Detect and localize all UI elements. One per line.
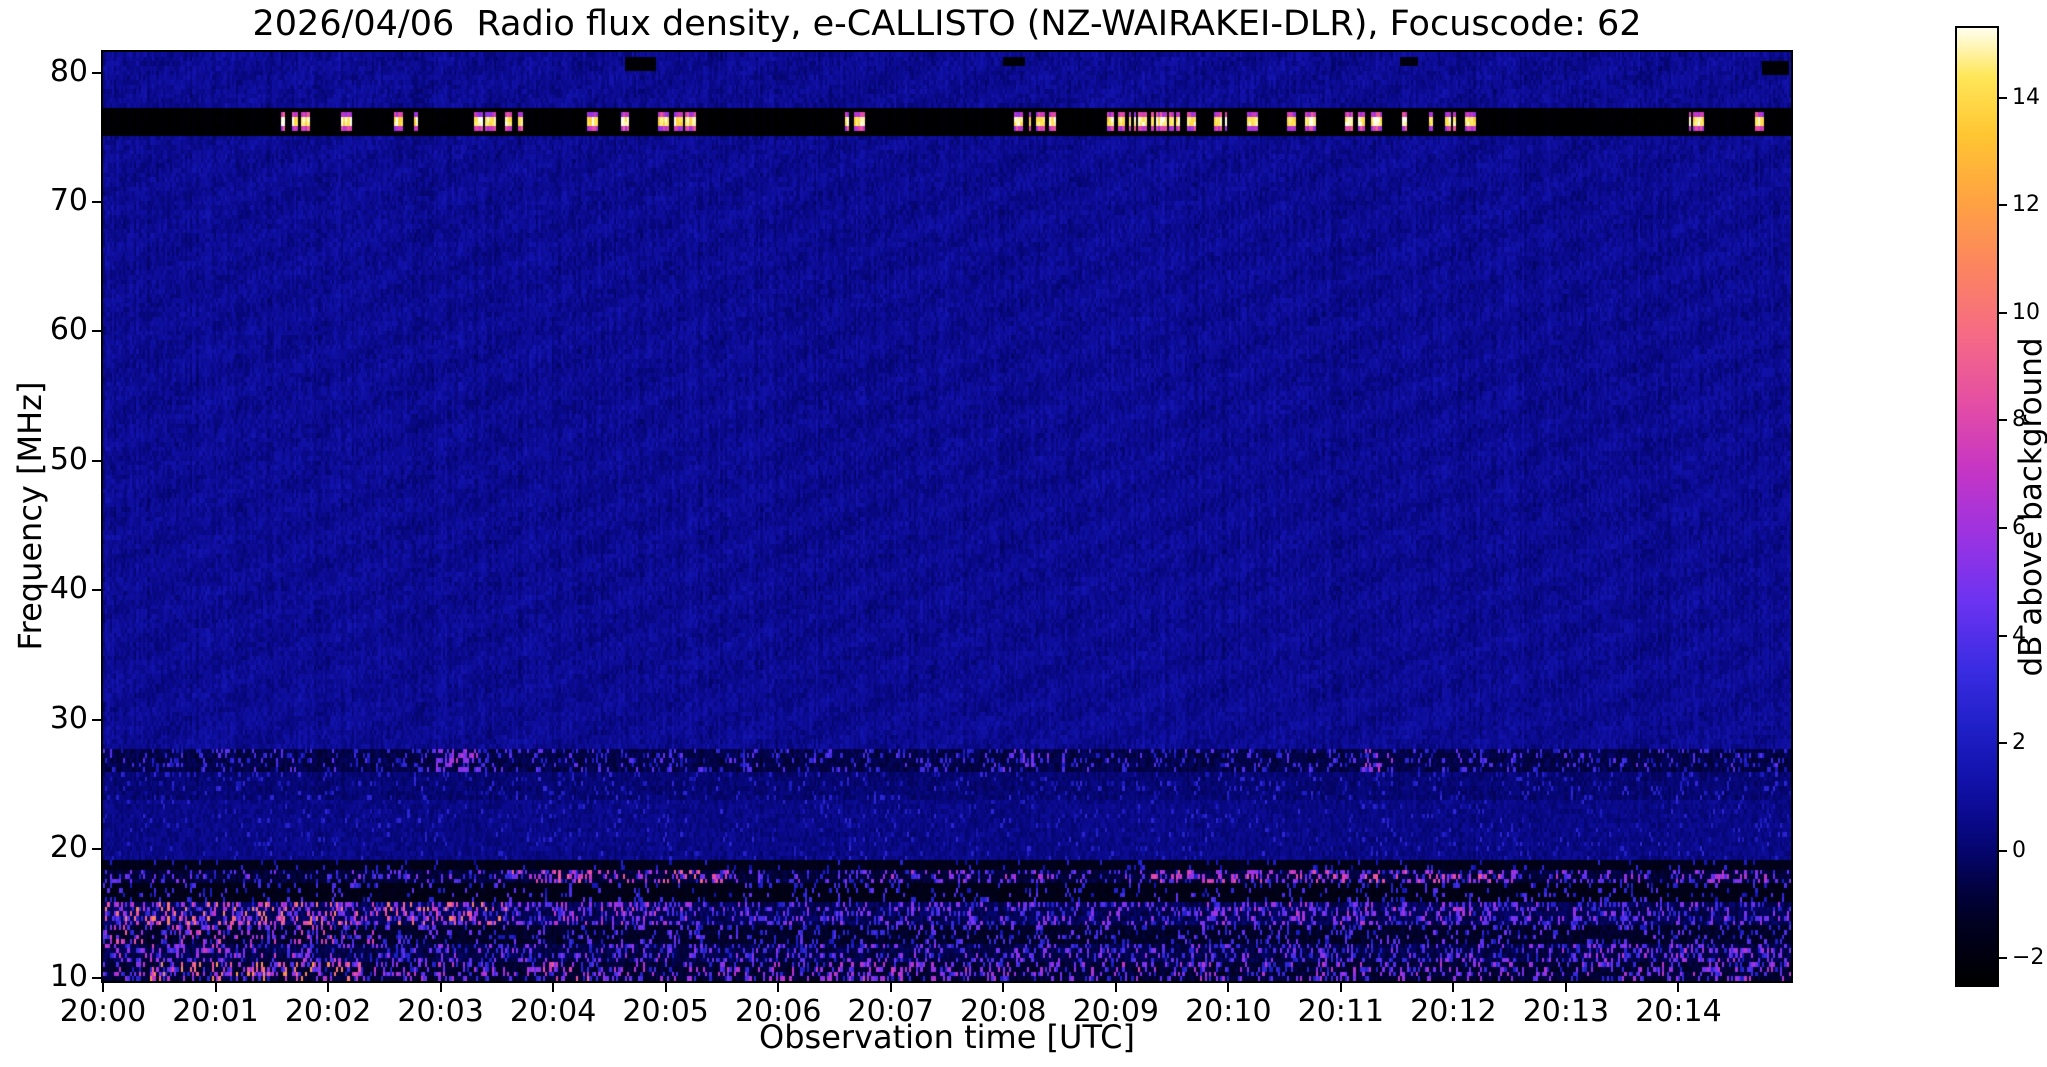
colorbar-tick-label: 4	[2012, 622, 2026, 648]
x-tick-mark	[1227, 983, 1230, 992]
x-tick-label: 20:01	[172, 994, 259, 1029]
y-tick-label: 30	[49, 700, 88, 736]
colorbar-tick-mark	[1999, 634, 2007, 637]
colorbar-tick-mark	[1999, 849, 2007, 852]
x-tick-label: 20:00	[59, 994, 147, 1029]
colorbar-tick-mark	[1999, 742, 2007, 745]
colorbar-tick-label: 8	[2012, 407, 2026, 433]
colorbar	[1955, 26, 1999, 987]
x-tick-label: 20:07	[847, 994, 934, 1029]
colorbar-tick-label: −2	[2012, 945, 2045, 971]
x-tick-label: 20:03	[397, 994, 484, 1029]
y-tick-mark	[92, 718, 101, 721]
y-tick-mark	[92, 71, 101, 74]
y-tick-mark	[92, 201, 101, 204]
colorbar-tick-label: 2	[2012, 730, 2026, 756]
x-tick-label: 20:09	[1072, 994, 1160, 1029]
colorbar-tick-label: 14	[2012, 84, 2040, 110]
x-tick-label: 20:13	[1522, 994, 1610, 1029]
y-tick-mark	[92, 589, 101, 592]
y-tick-mark	[92, 977, 101, 980]
colorbar-tick-label: 10	[2012, 299, 2040, 325]
x-tick-label: 20:08	[960, 994, 1047, 1029]
y-tick-label: 60	[49, 312, 88, 348]
x-axis-label: Observation time [UTC]	[759, 1018, 1135, 1056]
x-tick-mark	[1114, 983, 1117, 992]
x-tick-mark	[214, 983, 217, 992]
x-tick-label: 20:10	[1185, 994, 1272, 1029]
x-tick-label: 20:06	[734, 994, 822, 1029]
y-tick-label: 80	[49, 53, 88, 89]
y-tick-label: 10	[49, 959, 88, 995]
colorbar-tick-label: 12	[2012, 192, 2040, 218]
colorbar-tick-mark	[1999, 96, 2007, 99]
y-tick-label: 20	[49, 830, 88, 866]
x-tick-mark	[1339, 983, 1342, 992]
y-tick-label: 50	[49, 441, 88, 477]
colorbar-tick-mark	[1999, 204, 2007, 207]
x-tick-label: 20:05	[622, 994, 709, 1029]
x-tick-mark	[1002, 983, 1005, 992]
x-tick-mark	[777, 983, 780, 992]
x-tick-label: 20:02	[284, 994, 372, 1029]
colorbar-tick-mark	[1999, 957, 2007, 960]
x-tick-mark	[439, 983, 442, 992]
y-tick-mark	[92, 848, 101, 851]
x-tick-mark	[1564, 983, 1567, 992]
figure-title: 2026/04/06 Radio flux density, e-CALLIST…	[252, 4, 1642, 44]
x-tick-label: 20:04	[509, 994, 597, 1029]
colorbar-tick-mark	[1999, 311, 2007, 314]
x-tick-mark	[664, 983, 667, 992]
x-tick-label: 20:11	[1297, 994, 1385, 1029]
colorbar-tick-label: 0	[2012, 837, 2026, 863]
x-tick-mark	[327, 983, 330, 992]
y-tick-mark	[92, 330, 101, 333]
x-tick-mark	[552, 983, 555, 992]
y-tick-label: 40	[49, 571, 88, 607]
colorbar-tick-label: 6	[2012, 515, 2026, 540]
spectrogram-canvas	[103, 52, 1791, 981]
x-tick-mark	[889, 983, 892, 992]
x-tick-mark	[1677, 983, 1680, 992]
x-tick-label: 20:12	[1410, 994, 1497, 1029]
colorbar-tick-mark	[1999, 527, 2007, 529]
y-tick-mark	[92, 459, 101, 462]
x-tick-mark	[102, 983, 104, 992]
colorbar-canvas	[1957, 28, 1997, 985]
x-tick-label: 20:14	[1635, 994, 1722, 1029]
colorbar-tick-mark	[1999, 419, 2007, 422]
y-axis-label: Frequency [MHz]	[11, 381, 49, 651]
y-tick-label: 70	[49, 183, 88, 219]
x-tick-mark	[1452, 983, 1455, 992]
plot-area	[101, 50, 1793, 983]
